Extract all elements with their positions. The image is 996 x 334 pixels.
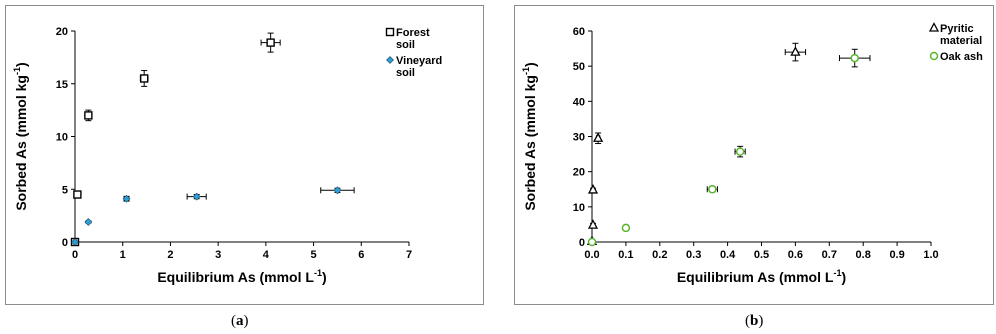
data-point — [71, 238, 79, 246]
x-tick-label: 0.5 — [754, 249, 769, 261]
caption-a: (a) — [231, 313, 249, 329]
x-tick-label: 3 — [215, 249, 221, 261]
series-1 — [586, 42, 807, 245]
y-tick-label: 5 — [62, 184, 68, 196]
chart-b-svg: 0 10 20 30 40 50 60 0.0 0.1 0.2 0.3 0.4 0.5 0.6 0.7 0.8… — [521, 22, 983, 285]
series-2 — [587, 48, 871, 247]
series-1 — [70, 32, 281, 247]
series-2 — [71, 186, 355, 246]
x-tick-label: 7 — [406, 249, 412, 261]
data-point — [587, 184, 599, 194]
legend-label: Forest — [396, 27, 430, 39]
chart-panel-b: 0 10 20 30 40 50 60 0.0 0.1 0.2 0.3 0.4 0.5 0.6 0.7 0.8… — [514, 5, 994, 305]
x-tick-label: 1.0 — [923, 249, 938, 261]
x-tick-label: 0.1 — [618, 249, 633, 261]
y-tick-label: 0 — [579, 237, 585, 249]
data-point — [735, 147, 745, 156]
y-axis-title: Sorbed As (mmol kg-1) — [12, 62, 29, 210]
x-tick-label: 6 — [358, 249, 364, 261]
y-tick-label: 20 — [573, 167, 585, 179]
y-tick-label: 0 — [62, 237, 68, 249]
x-tick-label: 5 — [311, 249, 317, 261]
x-tick-label: 0.6 — [788, 249, 803, 261]
x-axis-title: Equilibrium As (mmol L-1) — [677, 268, 846, 285]
data-point — [587, 219, 599, 229]
y-tick-label: 10 — [573, 202, 585, 214]
data-point — [73, 190, 82, 199]
x-tick-label: 0.2 — [652, 249, 667, 261]
y-axis-title: Sorbed As (mmol kg-1) — [521, 62, 538, 210]
legend-marker — [929, 51, 939, 61]
data-point — [587, 237, 597, 247]
y-tick-label: 10 — [56, 132, 68, 144]
caption-b: (b) — [745, 313, 764, 329]
data-point — [84, 111, 93, 120]
legend-label: Oak ash — [940, 51, 983, 63]
data-point — [266, 38, 275, 47]
legend-marker — [386, 56, 394, 64]
y-tick-label: 15 — [56, 79, 68, 91]
data-point — [122, 194, 131, 203]
x-tick-label: 1 — [120, 249, 126, 261]
data-point — [84, 218, 93, 226]
legend-label: Vineyard — [396, 55, 442, 67]
data-point — [850, 53, 859, 63]
legend-marker — [928, 22, 940, 32]
y-tick-label: 50 — [573, 61, 585, 73]
x-tick-label: 4 — [263, 249, 270, 261]
x-tick-label: 0.9 — [889, 249, 904, 261]
x-tick-label: 0.3 — [686, 249, 701, 261]
data-point — [790, 46, 801, 56]
legend-label: soil — [396, 39, 415, 51]
data-point — [139, 74, 149, 83]
y-tick-label: 60 — [573, 26, 585, 38]
data-point — [333, 186, 342, 195]
legend-label: material — [940, 35, 982, 47]
chart-a-svg: 0 5 10 15 20 0 1 2 3 4 5 6 7 Equilibrium As (mmol L-1… — [12, 26, 442, 285]
chart-panel-a: 0 5 10 15 20 0 1 2 3 4 5 6 7 Equilibrium As (mmol L-1… — [5, 5, 484, 305]
x-tick-label: 0.4 — [720, 249, 736, 261]
x-tick-label: 0.7 — [822, 249, 837, 261]
x-tick-label: 0 — [72, 249, 78, 261]
data-point — [708, 185, 717, 194]
y-tick-label: 20 — [56, 26, 68, 38]
legend-label: soil — [396, 67, 415, 79]
legend-label: Pyritic — [940, 23, 974, 35]
data-point — [621, 223, 631, 233]
data-point — [593, 132, 604, 142]
x-tick-label: 0.8 — [856, 249, 871, 261]
legend-marker — [385, 27, 395, 37]
y-tick-label: 30 — [573, 132, 585, 144]
y-tick-label: 40 — [573, 96, 585, 108]
x-tick-label: 2 — [167, 249, 173, 261]
x-tick-label: 0.0 — [584, 249, 599, 261]
data-point — [192, 192, 201, 201]
x-axis-title: Equilibrium As (mmol L-1) — [157, 268, 326, 285]
